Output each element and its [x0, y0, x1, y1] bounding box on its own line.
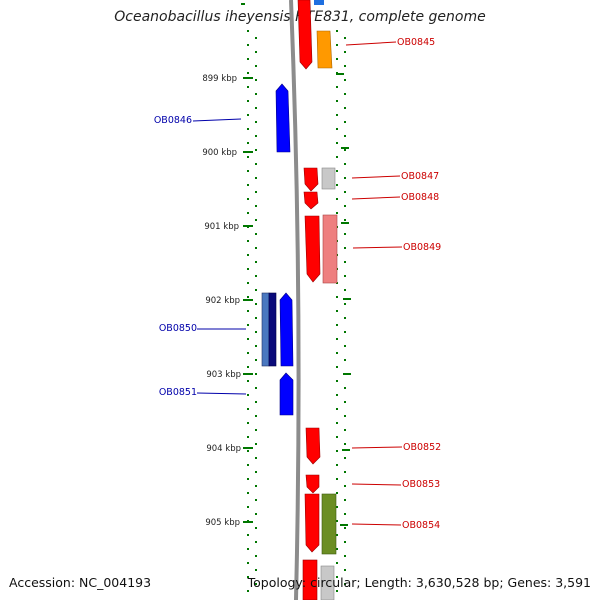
scale-label-903: 903 kbp [206, 370, 241, 380]
scale-tick-903: 903 kbp [206, 370, 253, 380]
scale-tick-904: 904 kbp [206, 444, 253, 454]
gene-OB0848-arrow[interactable] [303, 191, 319, 210]
gene-label-OB0848[interactable]: OB0848 [401, 192, 439, 203]
gene-OB0846-arrow[interactable] [275, 83, 291, 153]
gene-OB0850-arrow[interactable] [279, 292, 294, 367]
genome-summary-text: Topology: circular; Length: 3,630,528 bp… [247, 575, 591, 590]
scale-label-905: 905 kbp [205, 518, 240, 528]
gene-top-partial-blue [314, 0, 324, 5]
scale-label-901: 901 kbp [204, 222, 239, 232]
right-scale-ticks [336, 73, 351, 526]
gene-OB0847-feature [321, 167, 336, 190]
gene-OB0845-feature [316, 30, 333, 69]
gene-OB0850-feature-a [261, 292, 270, 367]
gene-label-OB0845[interactable]: OB0845 [397, 37, 435, 48]
gene-label-OB0846[interactable]: OB0846 [154, 115, 192, 126]
gene-OB0852-arrow[interactable] [305, 427, 321, 465]
scale-label-904: 904 kbp [206, 444, 241, 454]
gene-bottom-partial-grey [320, 565, 335, 600]
scale-label-902: 902 kbp [205, 296, 240, 306]
gene-label-OB0850[interactable]: OB0850 [159, 323, 197, 334]
scale-tick-901: 901 kbp [204, 222, 253, 232]
genome-backbone [289, 0, 301, 600]
gene-OB0854-arrow[interactable] [304, 493, 320, 553]
gene-label-OB0851[interactable]: OB0851 [159, 387, 197, 398]
scale-label-899: 899 kbp [202, 74, 237, 84]
gene-OB0845-arrow[interactable] [297, 0, 313, 70]
accession-text: Accession: NC_004193 [9, 575, 152, 590]
gene-label-OB0852[interactable]: OB0852 [403, 442, 441, 453]
gene-OB0850-feature-b [268, 292, 277, 367]
gene-label-OB0849[interactable]: OB0849 [403, 242, 441, 253]
label-leader-lines [192, 41, 403, 526]
gene-OB0853-arrow[interactable] [305, 474, 320, 494]
scale-tick-905: 905 kbp [205, 518, 253, 528]
gene-bottom-partial-red [302, 559, 318, 600]
scale-label-900: 900 kbp [202, 148, 237, 158]
gene-OB0849-feature [322, 214, 338, 284]
gene-OB0851-arrow[interactable] [279, 372, 294, 416]
scale-tick-900: 900 kbp [202, 148, 253, 158]
gene-label-OB0854[interactable]: OB0854 [402, 520, 440, 531]
scale-tick-902: 902 kbp [205, 296, 253, 306]
scale-tick-899: 899 kbp [202, 74, 253, 84]
gene-OB0847-arrow[interactable] [303, 167, 319, 192]
gene-OB0854-feature [321, 493, 337, 555]
gene-label-OB0847[interactable]: OB0847 [401, 171, 439, 182]
gene-label-OB0853[interactable]: OB0853 [402, 479, 440, 490]
gene-OB0849-arrow[interactable] [304, 215, 321, 283]
